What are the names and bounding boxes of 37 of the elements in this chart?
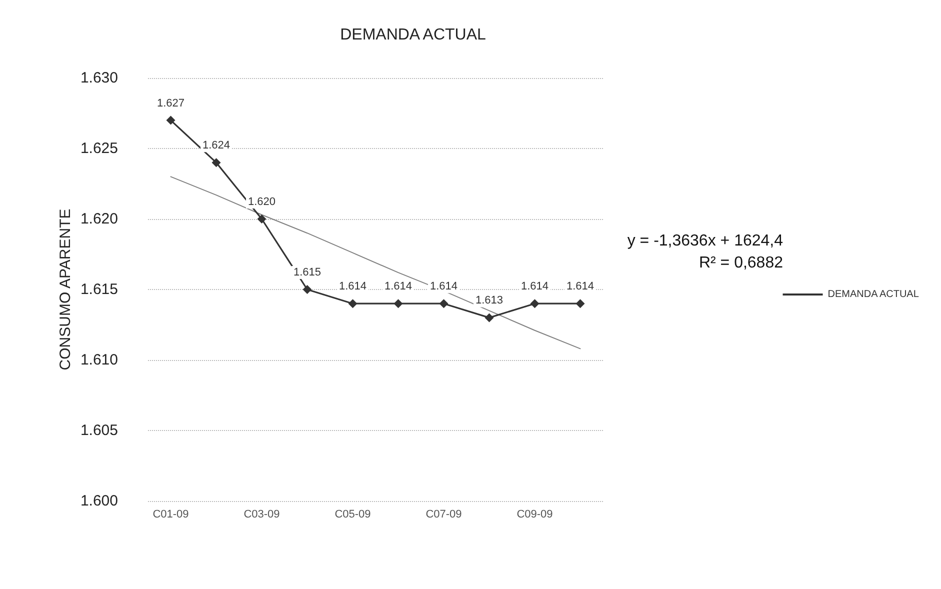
y-tick-label: 1.610 bbox=[80, 352, 118, 368]
point bbox=[394, 299, 403, 308]
text: R² = 0,6882 bbox=[698, 254, 784, 272]
point bbox=[166, 116, 176, 125]
x-tick-label: C09-09 bbox=[516, 508, 553, 520]
y-tick-label: 1.630 bbox=[80, 70, 118, 86]
point bbox=[439, 299, 448, 308]
chart-title: DEMANDA ACTUAL bbox=[340, 26, 486, 44]
data-label: 1.620 bbox=[248, 196, 276, 208]
point bbox=[530, 299, 540, 308]
text: y = -1,3636x + 1624,4 bbox=[627, 232, 784, 250]
point bbox=[257, 214, 266, 224]
data-label: 1.624 bbox=[202, 140, 230, 152]
point bbox=[302, 285, 312, 294]
point bbox=[212, 158, 221, 168]
data-label: 1.614 bbox=[338, 280, 367, 293]
x-tick-label: C03-09 bbox=[244, 508, 280, 520]
y-tick-label: 1.620 bbox=[80, 210, 118, 228]
legend-label: DEMANDA ACTUAL bbox=[828, 289, 920, 300]
data-label: 1.627 bbox=[156, 97, 185, 110]
point bbox=[576, 299, 585, 308]
point bbox=[348, 299, 358, 308]
data-label: 1.615 bbox=[293, 266, 322, 278]
y-tick-label: 1.625 bbox=[80, 140, 118, 157]
data-label: 1.614 bbox=[384, 280, 412, 293]
x-tick-label: C05-09 bbox=[334, 508, 371, 520]
x-tick-label: C07-09 bbox=[426, 508, 462, 520]
y-tick-label: 1.605 bbox=[80, 422, 118, 439]
data-label: 1.614 bbox=[520, 280, 549, 293]
y-tick-label: 1.615 bbox=[80, 281, 118, 298]
x-tick-label: C01-09 bbox=[152, 508, 189, 520]
data-label: 1.613 bbox=[475, 294, 504, 307]
data-label: 1.614 bbox=[566, 280, 594, 293]
data-label: 1.614 bbox=[430, 280, 458, 293]
point bbox=[484, 313, 494, 322]
y-axis-title: CONSUMO APARENTE bbox=[57, 208, 74, 370]
y-tick-label: 1.600 bbox=[80, 492, 118, 510]
